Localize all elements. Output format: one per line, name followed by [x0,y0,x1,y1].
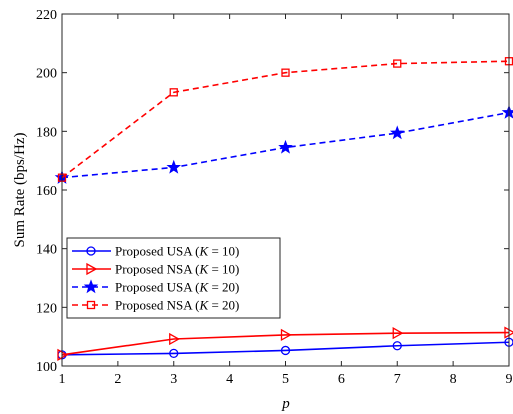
series-2 [57,326,513,361]
x-tick-label: 3 [170,372,177,387]
x-tick-label: 6 [338,372,345,387]
data-point [392,341,402,351]
y-tick-label: 120 [36,301,57,316]
x-tick-label: 2 [114,372,121,387]
data-point [278,139,293,154]
legend-marker [86,246,96,256]
y-tick-label: 140 [36,243,57,258]
legend-label: Proposed USA (K = 20) [115,280,239,295]
y-tick-label: 100 [36,360,57,375]
y-tick-label: 180 [36,125,57,140]
legend-label: Proposed NSA (K = 20) [115,298,239,313]
legend-entry-3: Proposed USA (K = 20) [72,279,239,295]
y-tick-label: 200 [36,67,57,82]
data-point [280,328,292,342]
series-line [61,331,510,356]
data-point [166,159,182,174]
plot-area [54,57,513,361]
y-tick-label: 220 [36,8,57,23]
legend: Proposed USA (K = 10) Proposed NSA (K = 1… [66,237,281,319]
x-tick-label: 9 [506,372,513,387]
legend-marker [86,300,96,310]
x-axis-label: p [281,396,290,412]
series-line [61,60,510,179]
x-tick-label: 8 [450,372,457,387]
data-point [392,327,404,340]
data-point [169,332,181,346]
x-tick-label: 1 [59,372,66,387]
data-point [393,59,402,68]
legend-entry-1: Proposed USA (K = 10) [72,244,239,259]
legend-label: Proposed NSA (K = 10) [115,262,239,277]
data-point [169,88,178,97]
legend-entry-4: Proposed NSA (K = 20) [72,298,239,313]
series-line [61,341,510,356]
legend-entry-2: Proposed NSA (K = 10) [72,262,239,277]
legend-marker [86,262,98,276]
data-point [169,348,179,359]
legend-label: Proposed USA (K = 10) [115,244,239,259]
y-axis-label: Sum Rate (bps/Hz) [12,133,28,248]
data-point [280,345,291,356]
data-point [389,125,405,140]
data-point [281,68,290,77]
axes: 1 2 3 4 5 6 7 8 9 100 120 140 160 180 200 220 [36,8,513,387]
y-tick-label: 160 [36,184,57,199]
legend-marker [83,279,99,294]
x-tick-label: 4 [226,372,233,387]
x-tick-label: 7 [394,372,401,387]
x-tick-label: 5 [282,372,289,387]
